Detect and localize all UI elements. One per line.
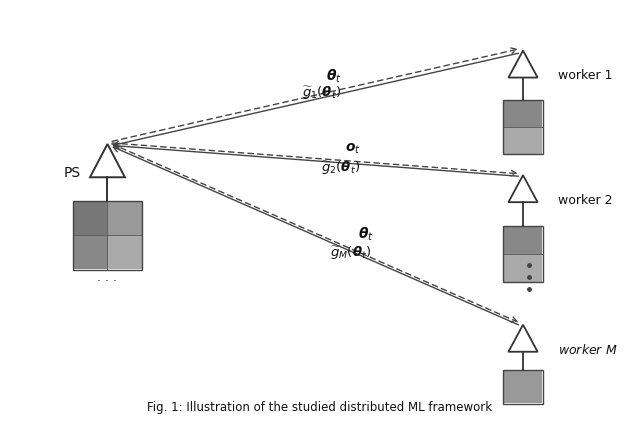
Text: $\widetilde{g}_M(\boldsymbol{\theta}_t)$: $\widetilde{g}_M(\boldsymbol{\theta}_t)$	[330, 245, 371, 262]
Bar	[504, 101, 542, 127]
Text: · · ·: · · ·	[97, 274, 118, 288]
Bar	[503, 100, 543, 155]
Text: $\widetilde{g}_1(\boldsymbol{\theta}_t)$: $\widetilde{g}_1(\boldsymbol{\theta}_t)$	[302, 85, 341, 102]
Text: $\boldsymbol{\theta}_t$: $\boldsymbol{\theta}_t$	[326, 68, 342, 85]
Text: $\boldsymbol{o}_t$: $\boldsymbol{o}_t$	[346, 142, 361, 157]
Bar	[503, 226, 543, 282]
Bar	[504, 128, 542, 154]
Text: $\boldsymbol{\theta}_t$: $\boldsymbol{\theta}_t$	[358, 226, 374, 243]
Text: worker 1: worker 1	[558, 69, 612, 82]
Text: worker 2: worker 2	[558, 194, 612, 207]
Bar	[504, 226, 542, 254]
Text: worker $M$: worker $M$	[558, 343, 618, 357]
Bar	[108, 236, 141, 269]
Bar	[73, 236, 107, 269]
Bar	[504, 371, 542, 403]
Text: Fig. 1: Illustration of the studied distributed ML framework: Fig. 1: Illustration of the studied dist…	[147, 401, 493, 414]
Text: $\widetilde{g}_2(\boldsymbol{\theta}_t)$: $\widetilde{g}_2(\boldsymbol{\theta}_t)$	[321, 159, 360, 176]
Text: PS: PS	[64, 166, 81, 180]
Bar	[108, 202, 141, 235]
Bar	[504, 255, 542, 282]
Bar	[503, 370, 543, 404]
Bar	[73, 202, 107, 235]
Bar	[72, 201, 142, 270]
